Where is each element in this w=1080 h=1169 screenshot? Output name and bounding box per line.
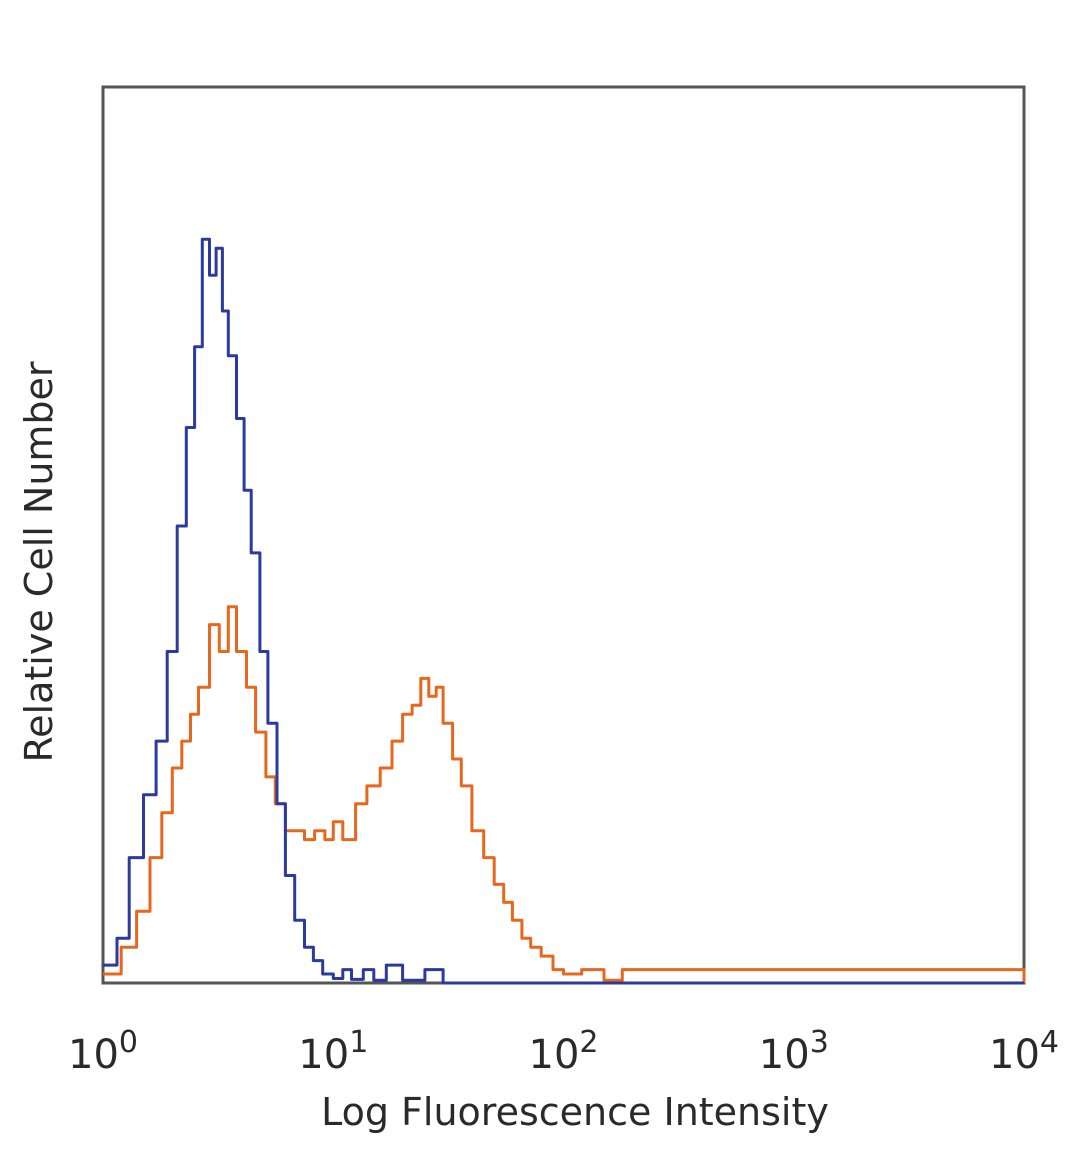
- x-tick-label: 101: [298, 1025, 368, 1078]
- series-line-2: [103, 605, 1026, 983]
- series-layer: [103, 237, 1026, 985]
- x-tick-label: 100: [68, 1025, 138, 1078]
- y-axis-title: Relative Cell Number: [17, 361, 61, 762]
- plot-frame: [101, 85, 1026, 985]
- x-tick-exponent: 0: [119, 1025, 138, 1060]
- x-tick-base: 10: [68, 1032, 119, 1078]
- x-tick-base: 10: [529, 1032, 580, 1078]
- x-tick-exponent: 2: [579, 1025, 598, 1060]
- x-tick-labels: 100 101 102 103 104: [68, 1025, 1059, 1078]
- x-tick-base: 10: [989, 1032, 1040, 1078]
- x-tick-base: 10: [298, 1032, 349, 1078]
- x-tick-exponent: 4: [1040, 1025, 1059, 1060]
- x-tick-exponent: 3: [810, 1025, 829, 1060]
- x-tick-label: 104: [989, 1025, 1059, 1078]
- x-tick-exponent: 1: [349, 1025, 368, 1060]
- x-tick-label: 102: [529, 1025, 599, 1078]
- x-tick-label: 103: [759, 1025, 829, 1078]
- x-tick-base: 10: [759, 1032, 810, 1078]
- series-line-1: [103, 237, 1024, 985]
- x-axis-title: Log Fluorescence Intensity: [321, 1090, 829, 1134]
